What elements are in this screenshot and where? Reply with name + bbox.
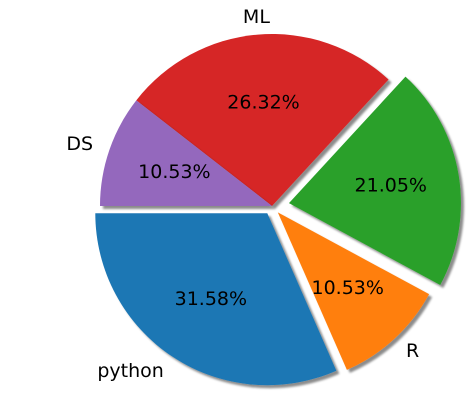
slice-label-ds: DS [66,133,93,155]
slice-label-python: python [97,360,163,382]
pie-slices [95,33,461,386]
slice-label-r: R [406,340,419,362]
pct-label-python: 31.58% [175,288,247,310]
slice-python [95,213,337,386]
pct-label-ml: 26.32% [227,92,299,114]
slice-ds [100,100,272,206]
slice-label-ml: ML [243,6,270,28]
pct-label-ds: 10.53% [138,161,210,183]
pct-label-ai: 21.05% [355,175,427,197]
slice-ai [288,76,461,286]
slice-r [277,212,430,370]
pct-label-r: 10.53% [311,277,383,299]
pie-labels: python31.58%R10.53%AI21.05%ML26.32%DS10.… [66,6,427,382]
slice-ml [136,33,389,206]
